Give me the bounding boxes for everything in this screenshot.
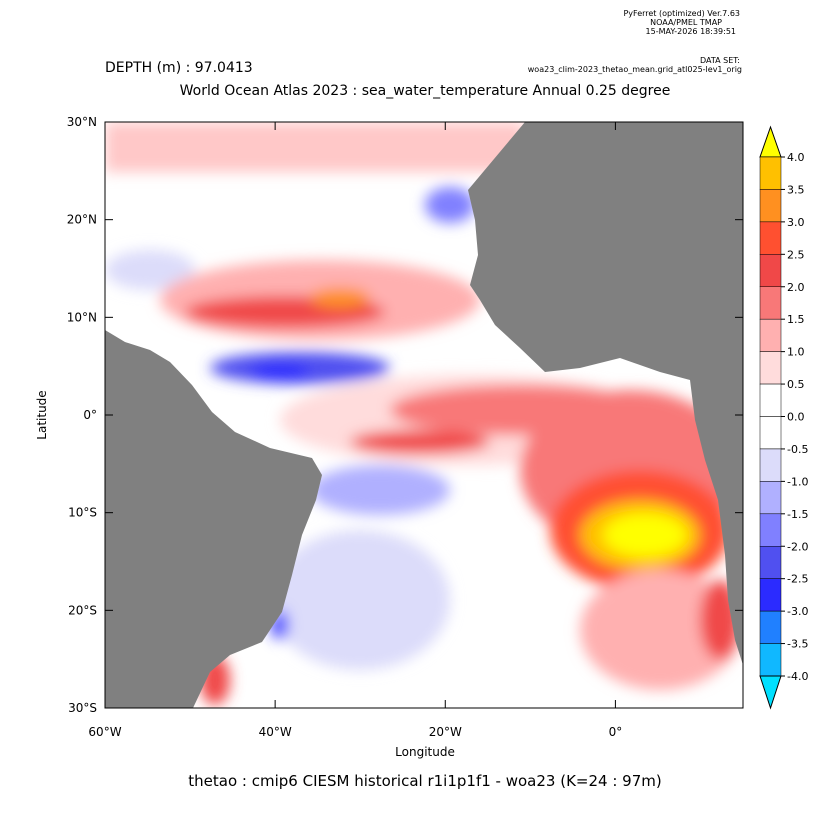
dataset-label: DATA SET: — [700, 56, 740, 65]
y-tick-label: 30°N — [67, 115, 97, 129]
software: PyFerret (optimized) Ver.7.63 — [623, 9, 740, 18]
caption: thetao : cmip6 CIESM historical r1i1p1f1… — [188, 772, 661, 790]
y-tick-label: 20°N — [67, 213, 97, 227]
colorbar-triangle — [759, 125, 782, 158]
colorbar-band — [759, 286, 782, 320]
colorbar-label: 4.0 — [787, 151, 805, 164]
colorbar-band — [759, 318, 782, 352]
colorbar-band — [759, 221, 782, 255]
colorbar-label: 3.0 — [787, 216, 805, 229]
land-africa — [468, 122, 743, 665]
x-axis-label: Longitude — [395, 745, 455, 759]
colorbar-label: 3.5 — [787, 183, 805, 196]
timestamp: 15-MAY-2026 18:39:51 — [646, 27, 736, 36]
depth-label: DEPTH (m) : 97.0413 — [105, 60, 253, 76]
anomaly-field — [105, 122, 740, 705]
colorbar-band — [759, 546, 782, 579]
colorbar-band — [759, 448, 782, 482]
colorbar-label: -1.5 — [787, 508, 808, 521]
y-tick-label: 10°S — [68, 506, 97, 520]
y-tick-label: 30°S — [68, 701, 97, 715]
colorbar-band — [759, 513, 782, 547]
y-axis-label: Latitude — [35, 390, 49, 439]
chart-title: World Ocean Atlas 2023 : sea_water_tempe… — [180, 83, 671, 99]
colorbar-band — [759, 578, 782, 612]
colorbar-band — [759, 383, 782, 417]
colorbar-label: -4.0 — [787, 670, 808, 683]
colorbar-label: 0.5 — [787, 378, 805, 391]
dataset: woa23_clim-2023_thetao_mean.grid_atl025-… — [528, 65, 742, 74]
colorbar-label: -3.0 — [787, 605, 808, 618]
colorbar-band — [759, 189, 782, 223]
colorbar-triangle — [759, 675, 782, 710]
colorbar-label: 1.0 — [787, 346, 805, 359]
colorbar-label: 0.0 — [787, 411, 805, 424]
colorbar-band — [759, 254, 782, 287]
colorbar-band — [759, 156, 782, 190]
colorbar-band — [759, 481, 782, 515]
colorbar-label: 2.5 — [787, 248, 805, 261]
x-tick-label: 0° — [609, 725, 623, 739]
y-tick-label: 20°S — [68, 603, 97, 617]
colorbar-label: 2.0 — [787, 281, 805, 294]
x-tick-label: 60°W — [88, 725, 121, 739]
colorbar-band — [759, 643, 782, 677]
colorbar-label: 1.5 — [787, 313, 805, 326]
colorbar-label: -3.5 — [787, 638, 808, 651]
land-south-america — [105, 330, 322, 708]
colorbar-label: -2.0 — [787, 540, 808, 553]
x-tick-label: 40°W — [259, 725, 292, 739]
colorbar-band — [759, 351, 782, 385]
x-tick-label: 20°W — [429, 725, 462, 739]
colorbar-label: -1.0 — [787, 475, 808, 488]
colorbar-label: -2.5 — [787, 573, 808, 586]
y-tick-label: 0° — [83, 408, 97, 422]
map-field — [105, 122, 743, 708]
y-tick-label: 10°N — [67, 310, 97, 324]
colorbar-label: -0.5 — [787, 443, 808, 456]
colorbar-band — [759, 610, 782, 644]
org: NOAA/PMEL TMAP — [650, 18, 722, 27]
colorbar-band — [759, 416, 782, 450]
